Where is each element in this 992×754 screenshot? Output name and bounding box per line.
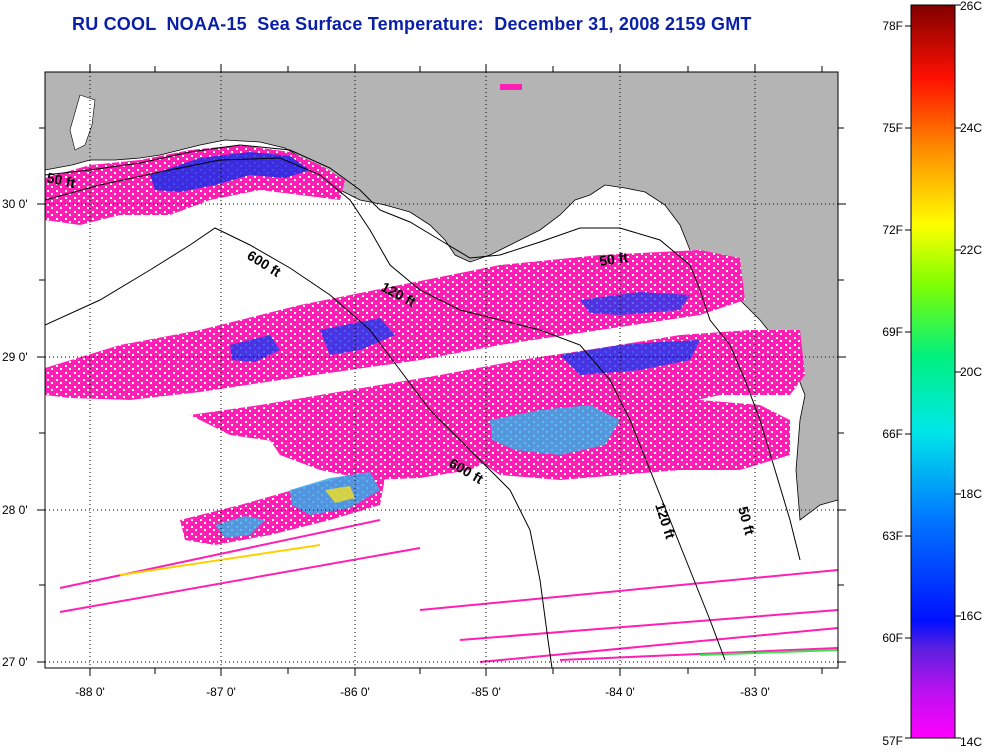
depth-contours [45,144,801,668]
lat-label: 28 0' [2,503,28,517]
chart-title: RU COOL NOAA-15 Sea Surface Temperature:… [72,14,752,34]
lat-label: 29 0' [2,350,28,364]
land-peninsula [69,94,96,151]
lat-label: 27 0' [2,655,28,669]
cb-f-label: 72F [882,223,903,237]
latitude-labels: 30 0' 29 0' 28 0' 27 0' [2,197,28,669]
lon-label: -88 0' [75,685,105,699]
cb-f-label: 78F [882,19,903,33]
gridlines [45,72,838,668]
lon-label: -85 0' [471,685,501,699]
sst-cyan-patch [490,405,620,455]
map-frame [44,71,839,669]
tick-marks [37,64,846,676]
cb-c-label: 18C [960,487,982,501]
lon-label: -83 0' [740,685,770,699]
colorbar-fahrenheit-labels: 78F 75F 72F 69F 66F 63F 60F 57F [882,19,903,748]
cb-c-label: 22C [960,243,982,257]
lon-label: -86 0' [340,685,370,699]
cb-f-label: 66F [882,427,903,441]
colorbar [910,4,956,739]
lat-label: 30 0' [2,197,28,211]
cb-f-label: 60F [882,631,903,645]
contour-label-50ft-south: 50 ft [735,505,758,537]
sst-band-3 [270,420,500,480]
sst-band-1 [45,250,745,400]
sst-blue-patch-1 [230,335,280,362]
sst-blue-patch-4 [580,292,690,315]
sst-speck-top [500,84,522,90]
cb-c-label: 14C [960,735,982,749]
cb-c-label: 26C [960,0,982,13]
sst-cyan-patch-3 [215,516,265,538]
cb-f-label: 63F [882,529,903,543]
sst-yellow-patch [325,486,355,503]
cb-c-label: 16C [960,609,982,623]
colorbar-ticks [905,4,961,739]
colorbar-celsius-labels: 26C 24C 22C 20C 18C 16C 14C [960,0,982,749]
cb-f-label: 69F [882,325,903,339]
sst-blue-patch-2 [320,318,395,355]
cb-f-label: 57F [882,734,903,748]
lon-label: -84 0' [605,685,635,699]
contour-label-50ft-west: 50 ft [45,169,77,191]
cb-f-label: 75F [882,121,903,135]
sst-streaks [59,519,838,663]
lon-label: -87 0' [206,685,236,699]
cb-c-label: 20C [960,365,982,379]
sst-blue-coastal [150,152,310,192]
contour-label-50ft-east: 50 ft [598,249,629,269]
longitude-labels: -88 0' -87 0' -86 0' -85 0' -84 0' -83 0… [75,685,770,699]
cb-c-label: 24C [960,121,982,135]
